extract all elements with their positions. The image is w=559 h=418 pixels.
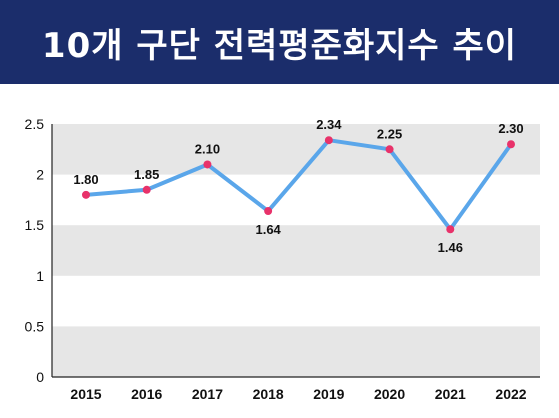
data-label: 2.10 [195,141,220,156]
y-tick-label: 0 [36,369,44,385]
data-label: 2.30 [498,121,523,136]
x-tick-label: 2015 [70,386,101,402]
grid-band [52,124,540,175]
x-tick-label: 2018 [253,386,284,402]
x-tick-label: 2019 [313,386,344,402]
chart-title: 10개 구단 전력평준화지수 추이 [41,25,518,66]
y-tick-label: 0.5 [25,318,45,334]
series-line [84,138,513,232]
x-tick-label: 2016 [131,386,162,402]
data-point [264,207,273,216]
title-banner: 10개 구단 전력평준화지수 추이 [0,0,559,84]
x-tick-label: 2020 [374,386,405,402]
data-label: 1.64 [255,222,281,237]
data-label: 1.85 [134,167,159,182]
data-point [385,145,394,154]
y-tick-label: 2.5 [25,116,45,132]
grid-band [52,326,540,377]
data-point [507,140,515,149]
data-label: 1.46 [438,240,463,255]
x-tick-label: 2021 [435,386,466,402]
data-point [203,160,212,169]
y-tick-label: 1.5 [25,217,45,233]
grid-band [52,225,540,276]
data-point [82,190,90,199]
x-tick-label: 2017 [192,386,223,402]
data-point [142,185,151,194]
y-tick-label: 2 [36,167,44,183]
data-label: 1.80 [73,172,98,187]
data-point [446,225,455,234]
data-point [324,136,333,145]
x-tick-label: 2022 [495,386,526,402]
line-chart: 0 0.5 1 1.5 2 2.5 2015 2016 2017 2018 2019 2020 2021… [25,116,540,402]
data-label: 2.34 [316,117,342,132]
data-label: 2.25 [377,126,402,141]
y-tick-label: 1 [36,268,44,284]
